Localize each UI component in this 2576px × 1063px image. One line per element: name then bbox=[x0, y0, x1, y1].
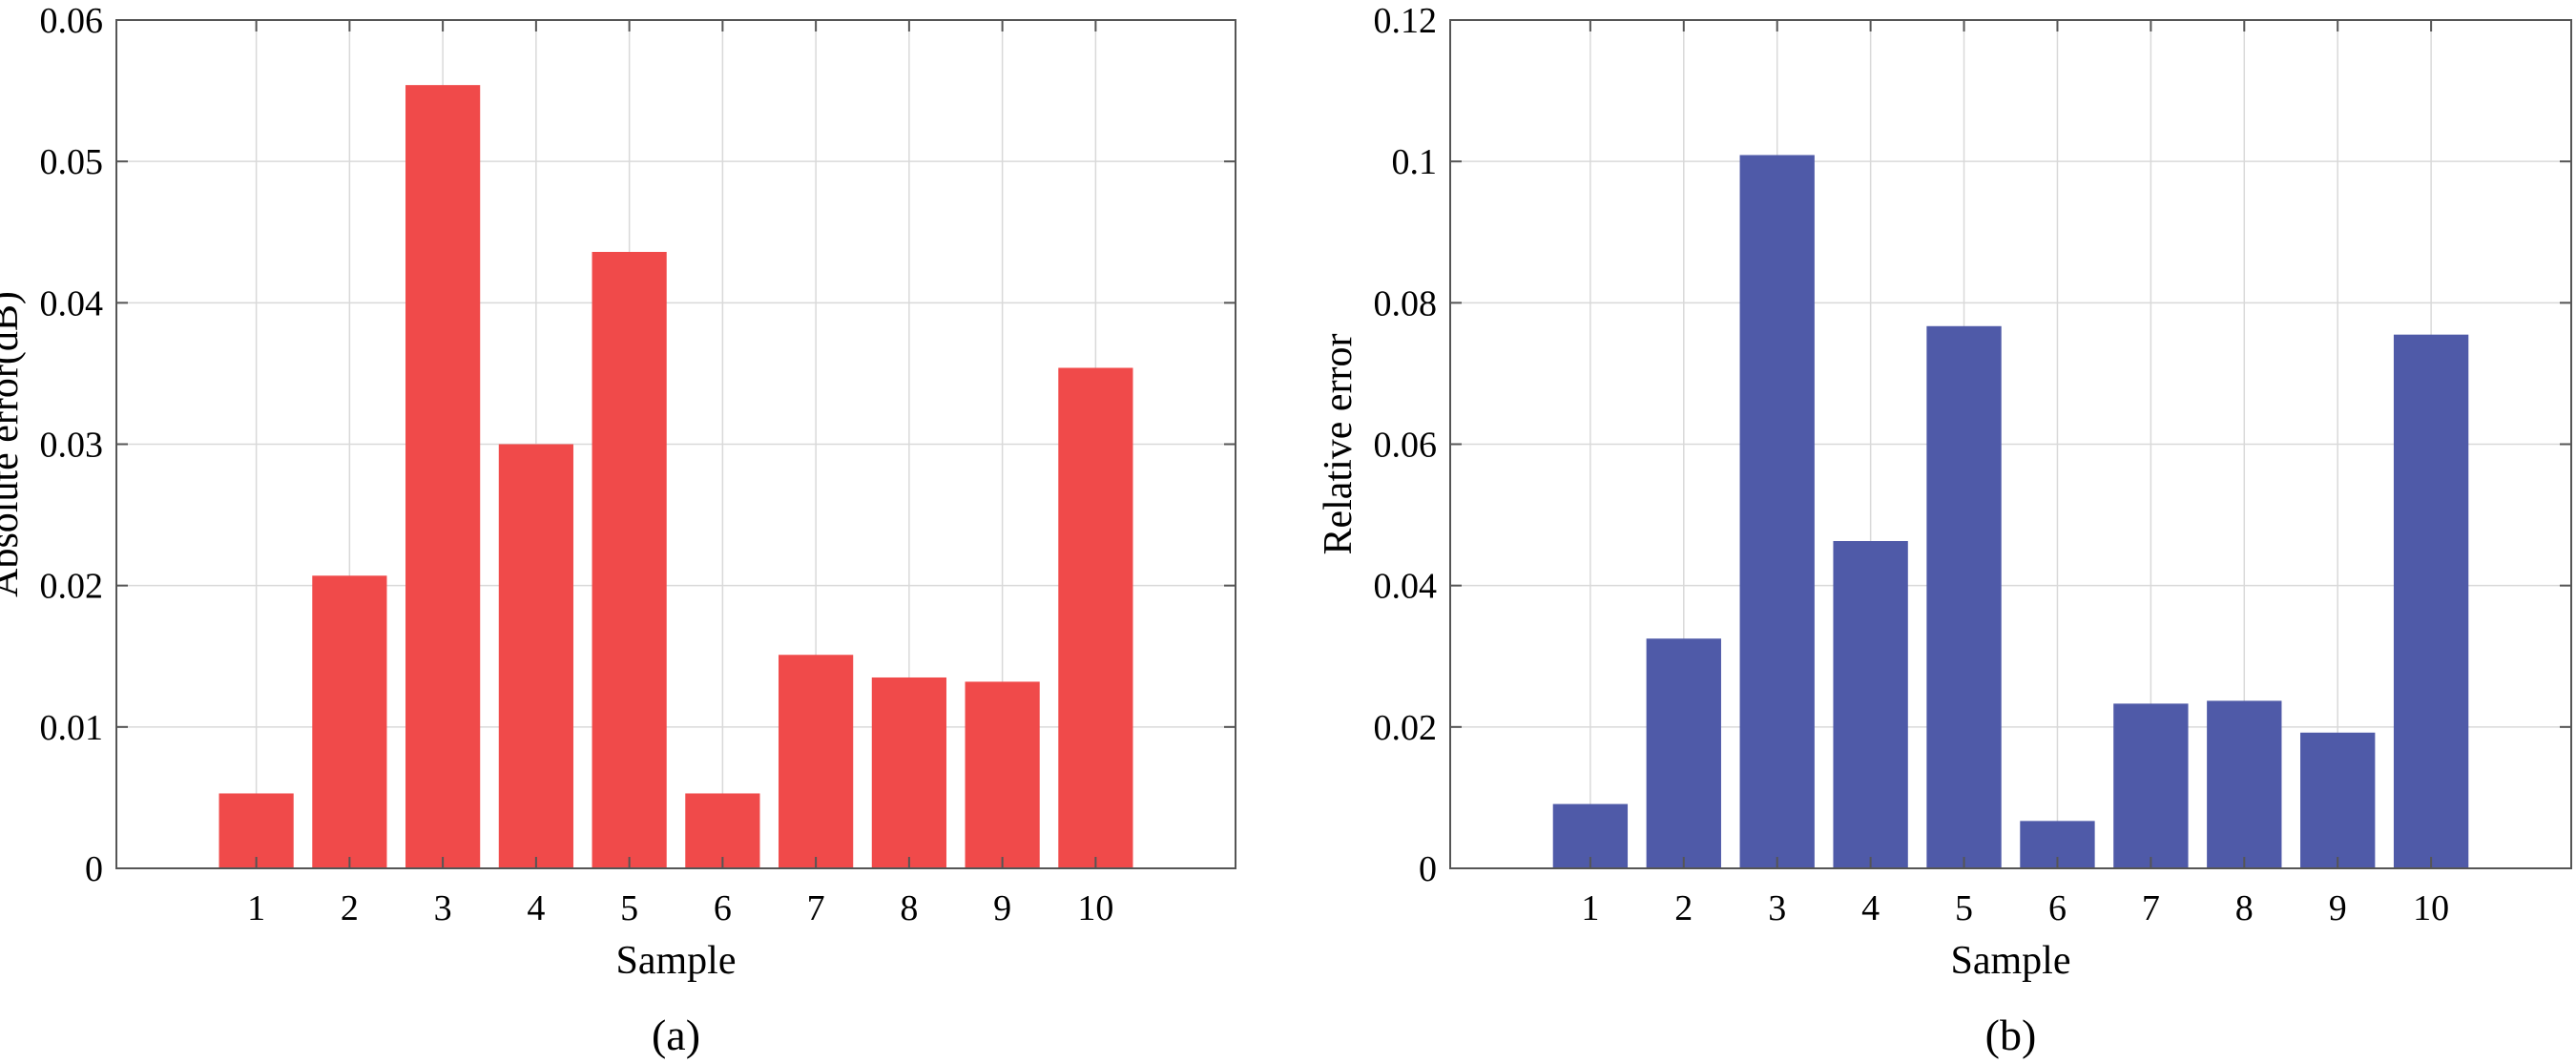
x-axis-label: Sample bbox=[1951, 939, 2071, 983]
x-tick-label: 1 bbox=[247, 888, 265, 928]
bar-9 bbox=[2300, 732, 2376, 868]
x-tick-label: 4 bbox=[527, 888, 545, 928]
bar-4 bbox=[1833, 540, 1908, 868]
bar-7 bbox=[779, 655, 854, 868]
x-tick-label: 4 bbox=[1861, 888, 1880, 928]
y-tick-label: 0.02 bbox=[1374, 708, 1438, 748]
x-tick-label: 2 bbox=[341, 888, 359, 928]
figure-caption: (a) bbox=[652, 1011, 700, 1059]
y-tick-label: 0.01 bbox=[40, 708, 104, 748]
bar-7 bbox=[2113, 703, 2189, 868]
x-tick-label: 10 bbox=[1077, 888, 1113, 928]
chart-a: 0 0.01 0.02 0.03 0.04 0.05 0.06 1 2 3 4 5 6 7 8 9 10 Samp… bbox=[0, 1, 1236, 1059]
x-tick-label: 3 bbox=[1768, 888, 1786, 928]
x-tick-label: 5 bbox=[620, 888, 638, 928]
figure-caption: (b) bbox=[1985, 1011, 2037, 1059]
x-tick-label: 9 bbox=[2329, 888, 2347, 928]
y-tick-label: 0.04 bbox=[1374, 567, 1438, 607]
y-tick-label: 0.1 bbox=[1392, 142, 1438, 182]
x-tick-label: 10 bbox=[2413, 888, 2449, 928]
bar-5 bbox=[592, 251, 667, 868]
x-tick-label: 9 bbox=[993, 888, 1011, 928]
bar-10 bbox=[2393, 334, 2469, 868]
y-tick-label: 0.02 bbox=[40, 567, 104, 607]
y-axis-label: Relative error bbox=[1317, 333, 1361, 554]
x-tick-label: 2 bbox=[1674, 888, 1693, 928]
y-tick-label: 0.04 bbox=[40, 283, 104, 323]
x-tick-label: 7 bbox=[807, 888, 825, 928]
bar-3 bbox=[1739, 155, 1815, 869]
x-tick-label: 7 bbox=[2142, 888, 2160, 928]
bar-6 bbox=[685, 793, 760, 868]
bar-4 bbox=[498, 444, 573, 868]
y-tick-label: 0 bbox=[1419, 849, 1437, 889]
bar-8 bbox=[871, 677, 946, 868]
x-tick-label: 8 bbox=[900, 888, 918, 928]
chart-b: 0 0.02 0.04 0.06 0.08 0.1 0.12 1 2 3 4 5 6 7 8 9 10 Sampl… bbox=[1317, 1, 2572, 1059]
y-tick-label: 0.12 bbox=[1374, 1, 1438, 41]
bar-1 bbox=[218, 793, 294, 868]
y-tick-label: 0.03 bbox=[40, 426, 104, 466]
bar-2 bbox=[1646, 638, 1721, 868]
bar-2 bbox=[312, 575, 387, 868]
x-tick-label: 5 bbox=[1955, 888, 1973, 928]
bar-5 bbox=[1926, 325, 2002, 868]
bar-3 bbox=[405, 85, 481, 868]
bar-10 bbox=[1058, 367, 1133, 868]
y-tick-label: 0.05 bbox=[40, 142, 104, 182]
bar-8 bbox=[2207, 700, 2282, 868]
x-tick-label: 6 bbox=[714, 888, 732, 928]
y-tick-label: 0 bbox=[85, 849, 103, 889]
y-tick-label: 0.08 bbox=[1374, 283, 1438, 323]
bar-9 bbox=[965, 681, 1040, 868]
x-axis-label: Sample bbox=[616, 939, 737, 983]
x-tick-label: 6 bbox=[2048, 888, 2067, 928]
x-tick-label: 8 bbox=[2235, 888, 2254, 928]
y-tick-label: 0.06 bbox=[1374, 426, 1438, 466]
y-tick-label: 0.06 bbox=[40, 1, 104, 41]
y-axis-label: Absolute error(dB) bbox=[0, 291, 27, 597]
x-tick-label: 3 bbox=[434, 888, 452, 928]
x-tick-label: 1 bbox=[1581, 888, 1599, 928]
